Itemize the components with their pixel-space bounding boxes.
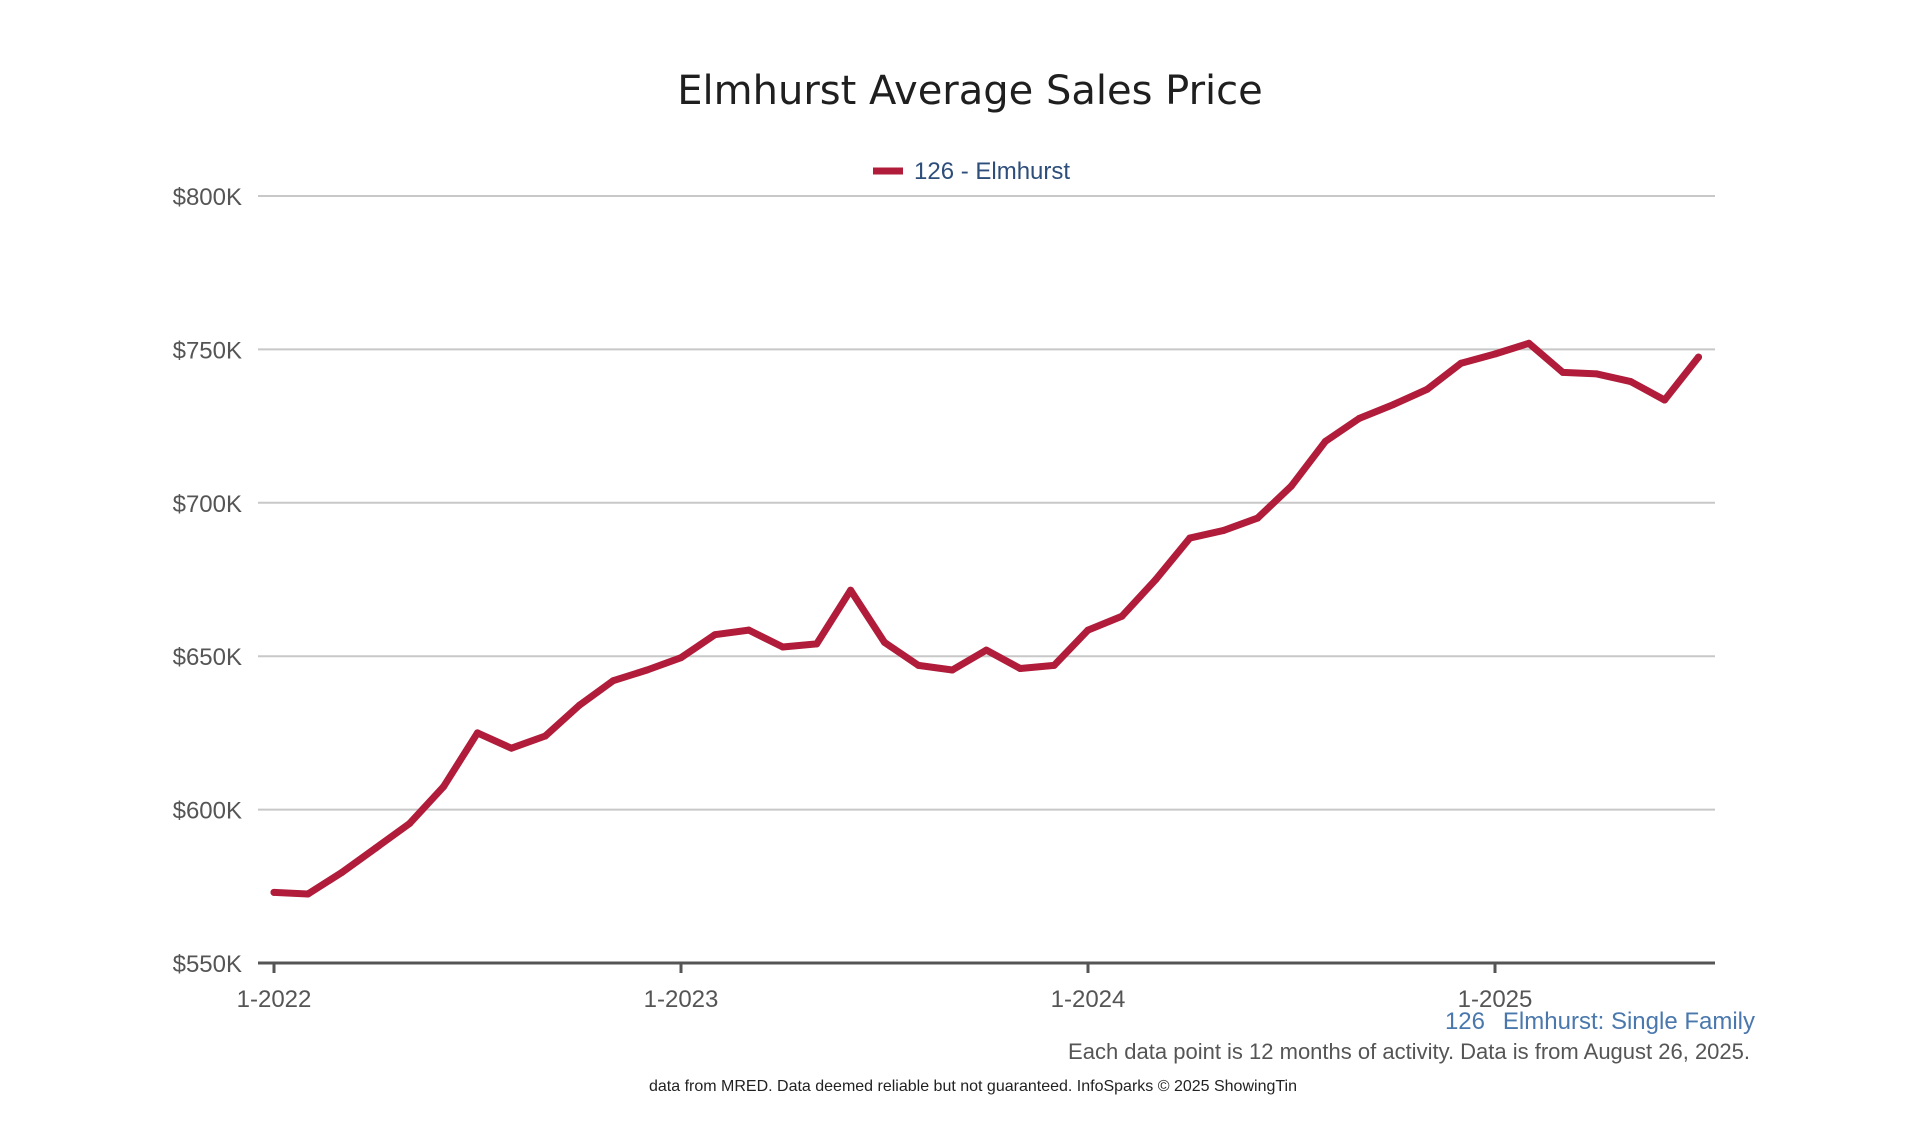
data-point[interactable] xyxy=(338,869,346,876)
data-point[interactable] xyxy=(948,666,956,674)
data-point[interactable] xyxy=(1491,350,1499,358)
data-point[interactable] xyxy=(1355,414,1363,422)
series-line xyxy=(270,339,1702,898)
data-point[interactable] xyxy=(881,638,888,646)
data-point[interactable] xyxy=(1593,370,1601,378)
data-point[interactable] xyxy=(1457,359,1465,367)
data-point[interactable] xyxy=(1321,437,1329,445)
x-tick-label: 1-2023 xyxy=(644,986,719,1013)
area-code: 126 xyxy=(1445,1008,1485,1035)
data-point[interactable] xyxy=(1661,396,1669,404)
data-point[interactable] xyxy=(1152,576,1160,583)
data-point[interactable] xyxy=(1389,401,1397,409)
gridlines xyxy=(258,195,1715,811)
data-point[interactable] xyxy=(1254,514,1262,522)
data-point[interactable] xyxy=(677,654,685,662)
area-label: Elmhurst: Single Family xyxy=(1503,1008,1755,1035)
data-point[interactable] xyxy=(1423,385,1431,393)
y-tick-label: $650K xyxy=(173,644,242,671)
data-point[interactable] xyxy=(847,586,855,594)
data-point[interactable] xyxy=(914,661,922,669)
data-point[interactable] xyxy=(745,626,753,634)
data-point[interactable] xyxy=(1220,526,1228,534)
data-point[interactable] xyxy=(507,744,515,752)
chart-title: Elmhurst Average Sales Price xyxy=(677,68,1262,114)
data-point[interactable] xyxy=(711,631,719,639)
data-point[interactable] xyxy=(609,677,617,685)
data-point[interactable] xyxy=(1559,368,1567,376)
data-point[interactable] xyxy=(1627,378,1635,386)
data-point[interactable] xyxy=(270,888,278,896)
data-point[interactable] xyxy=(1050,661,1058,669)
data-point[interactable] xyxy=(813,640,821,648)
data-point[interactable] xyxy=(304,890,312,898)
data-point[interactable] xyxy=(643,666,651,674)
data-point[interactable] xyxy=(1084,626,1092,634)
data-point[interactable] xyxy=(1695,353,1702,361)
data-point[interactable] xyxy=(1288,482,1295,490)
y-tick-label: $600K xyxy=(173,798,242,825)
y-tick-label: $550K xyxy=(173,951,242,978)
data-point[interactable] xyxy=(779,643,787,651)
data-point[interactable] xyxy=(1186,534,1194,542)
data-point[interactable] xyxy=(541,732,549,740)
data-point[interactable] xyxy=(406,819,414,827)
data-credit: data from MRED. Data deemed reliable but… xyxy=(649,1078,1297,1095)
data-point[interactable] xyxy=(474,729,481,737)
data-note: Each data point is 12 months of activity… xyxy=(1068,1039,1750,1064)
y-tick-label: $800K xyxy=(173,184,242,211)
series-layer xyxy=(270,339,1702,898)
legend[interactable]: 126 - Elmhurst xyxy=(873,158,1070,185)
data-point[interactable] xyxy=(982,646,990,654)
data-point[interactable] xyxy=(575,701,583,709)
x-tick-label: 1-2022 xyxy=(237,986,312,1013)
data-point[interactable] xyxy=(440,783,448,791)
x-tick-label: 1-2025 xyxy=(1458,986,1533,1013)
data-point[interactable] xyxy=(1016,665,1024,672)
chart-caption: 126 Elmhurst: Single Family Each data po… xyxy=(649,1008,1755,1095)
x-tick-label: 1-2024 xyxy=(1051,986,1126,1013)
data-point[interactable] xyxy=(1118,612,1126,620)
y-axis: $550K $600K $650K $700K $750K $800K xyxy=(173,184,242,978)
y-tick-label: $700K xyxy=(173,491,242,518)
x-axis: 1-2022 1-2023 1-2024 1-2025 xyxy=(237,961,1715,1013)
y-tick-label: $750K xyxy=(173,337,242,364)
data-point[interactable] xyxy=(372,844,380,852)
data-point[interactable] xyxy=(1525,339,1533,347)
legend-label: 126 - Elmhurst xyxy=(914,158,1070,185)
